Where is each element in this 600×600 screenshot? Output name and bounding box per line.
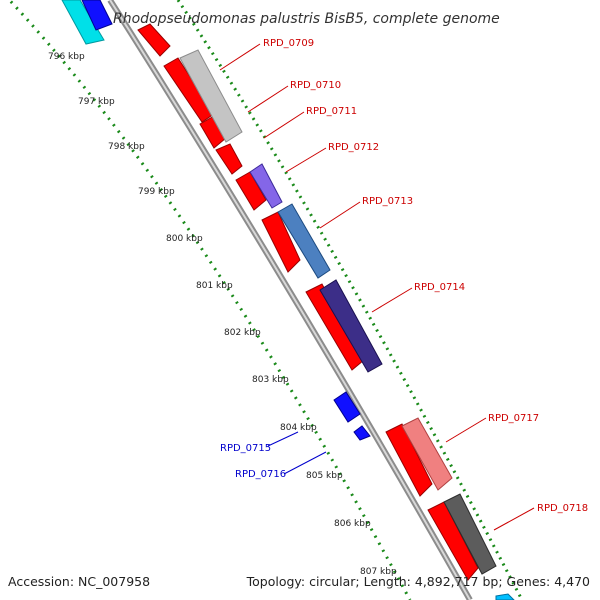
outer-tick-track bbox=[176, 0, 524, 600]
scale-label: 799 kbp bbox=[138, 187, 175, 197]
scale-label: 806 kbp bbox=[334, 519, 371, 529]
genome-summary: Topology: circular; Length: 4,892,717 bp… bbox=[246, 574, 590, 589]
scale-labels: 796 kbp 797 kbp 798 kbp 799 kbp 800 kbp … bbox=[48, 52, 397, 577]
gene-label[interactable]: RPD_0716 bbox=[235, 469, 286, 480]
scale-label: 797 kbp bbox=[78, 97, 115, 107]
label-leader bbox=[247, 85, 289, 113]
gene-label[interactable]: RPD_0715 bbox=[220, 443, 271, 454]
gene-arrow-blue bbox=[353, 425, 371, 441]
backbone-highlight bbox=[109, 0, 471, 600]
gene-label[interactable]: RPD_0709 bbox=[263, 38, 314, 49]
gene-arrow-red bbox=[235, 171, 267, 211]
label-leader bbox=[263, 111, 305, 139]
scale-label: 801 kbp bbox=[196, 281, 233, 291]
scale-label: 802 kbp bbox=[224, 328, 261, 338]
label-leader bbox=[319, 201, 361, 229]
gene-arrow-red bbox=[427, 501, 479, 581]
feature-partial-cyan bbox=[61, 0, 105, 45]
gene-label[interactable]: RPD_0713 bbox=[362, 196, 413, 207]
feature-steel-blue bbox=[277, 203, 331, 279]
label-leader bbox=[283, 451, 327, 475]
gene-arrow-red bbox=[385, 423, 433, 497]
genome-title: Rhodopseudomonas palustris BisB5, comple… bbox=[113, 11, 500, 27]
gene-arrow-red bbox=[261, 211, 301, 273]
reverse-gene-label-text: RPD_0715 RPD_0716 bbox=[220, 443, 286, 480]
label-leader bbox=[445, 417, 487, 443]
feature-violet bbox=[249, 163, 283, 209]
label-leader bbox=[371, 287, 413, 313]
label-leader bbox=[285, 147, 327, 173]
gene-label[interactable]: RPD_0711 bbox=[306, 106, 357, 117]
outer-features bbox=[179, 49, 515, 600]
scale-label: 805 kbp bbox=[306, 471, 343, 481]
inner-tick-track bbox=[7, 0, 412, 600]
label-leader bbox=[493, 507, 535, 531]
accession-text: Accession: NC_007958 bbox=[8, 574, 150, 589]
scale-label: 796 kbp bbox=[48, 52, 85, 62]
gene-label[interactable]: RPD_0718 bbox=[537, 503, 588, 514]
scale-label: 807 kbp bbox=[360, 567, 397, 577]
label-leader bbox=[219, 43, 261, 71]
gene-label[interactable]: RPD_0717 bbox=[488, 413, 539, 424]
feature-dark-grey bbox=[443, 493, 497, 575]
gene-label[interactable]: RPD_0710 bbox=[290, 80, 341, 91]
feature-light-grey bbox=[179, 49, 243, 143]
gene-arrow-blue bbox=[333, 391, 361, 423]
gene-arrow-red bbox=[215, 143, 243, 175]
gene-label[interactable]: RPD_0714 bbox=[414, 282, 465, 293]
scale-label: 803 kbp bbox=[252, 375, 289, 385]
gene-label[interactable]: RPD_0712 bbox=[328, 142, 379, 153]
scale-label: 800 kbp bbox=[166, 234, 203, 244]
reverse-gene-labels bbox=[267, 431, 327, 475]
label-leader bbox=[267, 431, 299, 447]
forward-strand bbox=[137, 23, 479, 581]
feature-pink bbox=[401, 417, 453, 491]
scale-label: 798 kbp bbox=[108, 142, 145, 152]
feature-partial-blue bbox=[81, 0, 113, 31]
forward-gene-label-text: RPD_0709 RPD_0710 RPD_0711 RPD_0712 RPD_… bbox=[263, 38, 588, 514]
feature-partial-cyan-bottom bbox=[495, 593, 515, 600]
scale-label: 804 kbp bbox=[280, 423, 317, 433]
gene-arrow-red bbox=[137, 23, 171, 57]
reverse-strand bbox=[333, 391, 371, 441]
forward-gene-labels bbox=[219, 43, 535, 531]
feature-indigo bbox=[319, 279, 383, 373]
